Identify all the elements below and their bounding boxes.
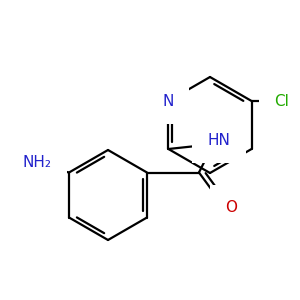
Text: O: O (225, 200, 237, 215)
Text: N: N (163, 94, 174, 109)
Text: Cl: Cl (274, 94, 289, 109)
Text: HN: HN (208, 133, 230, 148)
Text: NH₂: NH₂ (22, 155, 52, 170)
